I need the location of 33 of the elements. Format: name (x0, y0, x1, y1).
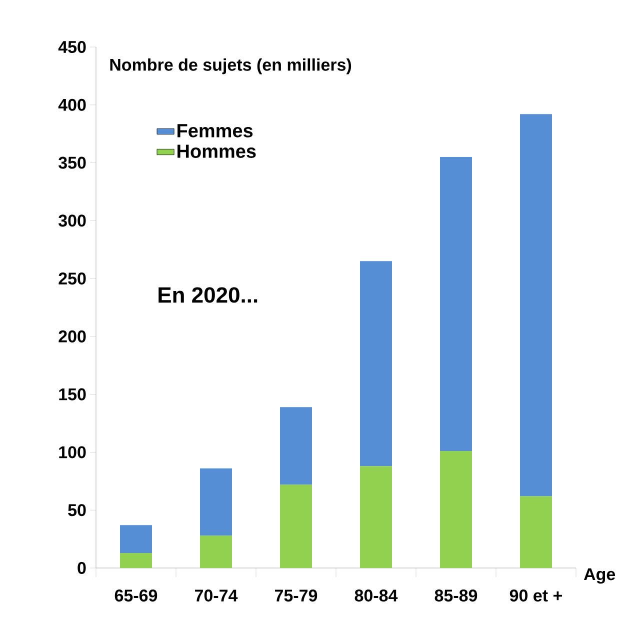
y-tick-label: 150 (59, 388, 86, 400)
bar (520, 114, 552, 496)
y-tick-label: 0 (78, 562, 86, 574)
x-tick-label: 90 et + (510, 590, 562, 602)
x-tick-label: 80-84 (354, 590, 398, 602)
legend-label: Femmes (178, 124, 253, 138)
annotation: En 2020... (158, 287, 258, 303)
bar (440, 156, 472, 452)
legend-label: Hommes (178, 144, 256, 158)
bar (520, 496, 552, 568)
y-tick-label: 50 (68, 504, 86, 516)
x-tick-label: 75-79 (274, 590, 318, 602)
bar (440, 451, 472, 568)
bar (120, 552, 152, 568)
x-tick-label: 85-89 (434, 590, 478, 602)
bar (200, 536, 232, 568)
y-tick-label: 100 (59, 446, 86, 458)
x-tick-label: 65-69 (114, 590, 158, 602)
bar (280, 407, 312, 485)
x-axis-title: Age (584, 568, 616, 584)
bar (280, 484, 312, 568)
y-tick-label: 450 (58, 40, 86, 54)
bar (360, 261, 392, 466)
y-tick-label: 300 (58, 214, 86, 227)
bar (200, 468, 232, 536)
y-tick-label: 200 (58, 330, 86, 342)
x-tick-label: 70-74 (194, 590, 238, 602)
y-tick-label: 250 (58, 272, 86, 285)
bar (360, 466, 392, 568)
y-axis-title: Nombre de sujets (en milliers) (110, 58, 352, 74)
y-tick-label: 350 (58, 156, 86, 169)
y-tick-label: 400 (58, 98, 86, 111)
bar (120, 525, 152, 553)
